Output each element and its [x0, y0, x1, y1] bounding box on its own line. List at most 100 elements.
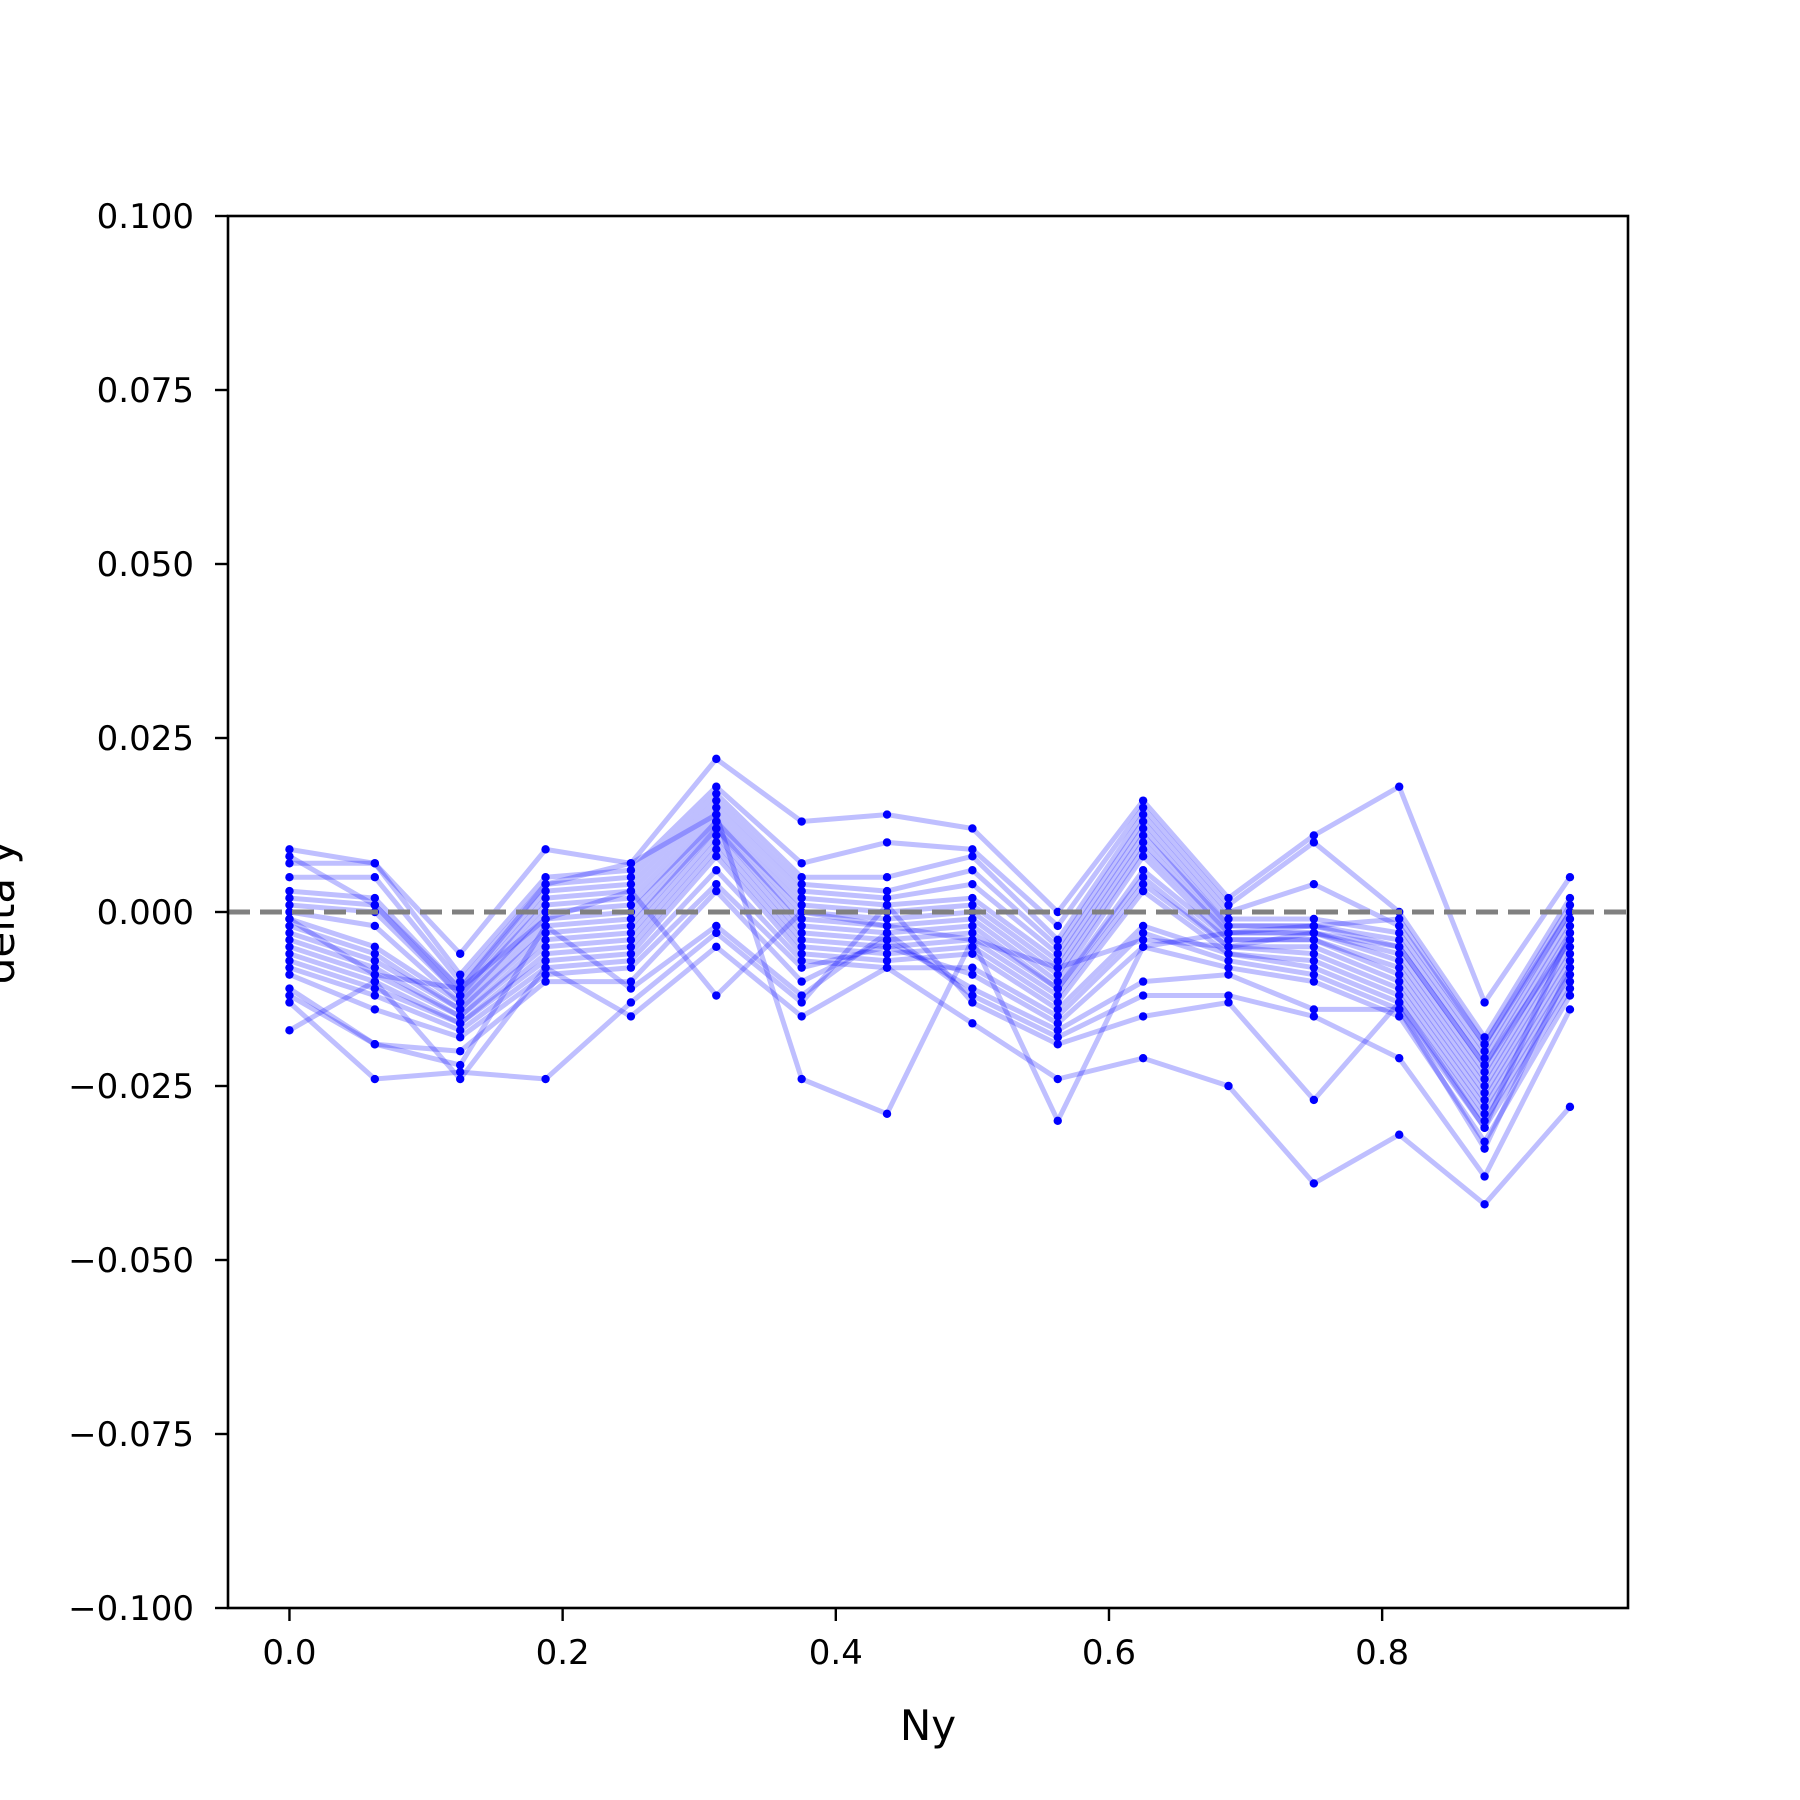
data-point — [1309, 977, 1319, 986]
data-point — [968, 984, 977, 993]
data-point — [541, 893, 550, 903]
data-point — [1480, 1040, 1489, 1049]
data-point — [455, 949, 465, 958]
series-line-2 — [289, 791, 1573, 1047]
data-point — [882, 921, 892, 931]
series-line-18 — [287, 902, 1573, 1131]
data-point — [968, 928, 977, 938]
data-point — [1138, 803, 1148, 812]
data-point — [626, 949, 636, 958]
data-point — [712, 831, 721, 840]
data-point — [1224, 991, 1233, 1000]
data-point — [797, 907, 806, 917]
data-point — [1565, 963, 1575, 972]
data-point — [1224, 928, 1233, 938]
data-point — [1480, 1088, 1489, 1098]
data-point — [1565, 914, 1575, 924]
data-point — [285, 914, 294, 924]
data-point — [626, 984, 636, 993]
y-axis-label: delta y — [0, 840, 24, 985]
data-point — [455, 1074, 465, 1084]
series-line-0 — [289, 756, 1573, 1005]
data-point — [285, 873, 294, 882]
data-point — [1224, 893, 1233, 903]
data-point — [968, 845, 977, 854]
data-point — [1053, 942, 1062, 951]
data-point — [626, 998, 636, 1007]
data-point — [541, 963, 550, 972]
data-point — [797, 873, 806, 882]
data-point — [1138, 886, 1148, 896]
data-point — [1565, 935, 1575, 945]
data-point — [1565, 1005, 1575, 1014]
data-point — [1224, 942, 1233, 951]
data-point — [712, 866, 721, 875]
data-point — [370, 921, 380, 931]
series-line-5 — [289, 812, 1573, 1068]
data-point — [797, 1074, 806, 1084]
data-point — [1395, 970, 1404, 979]
data-point — [626, 886, 636, 896]
data-point — [1053, 907, 1062, 917]
data-point — [712, 879, 721, 889]
data-point — [1480, 1053, 1489, 1063]
data-point — [285, 956, 294, 965]
data-point — [1138, 977, 1148, 986]
data-point — [370, 1074, 380, 1084]
data-point — [626, 900, 636, 910]
data-point — [455, 1019, 465, 1028]
data-point — [1309, 942, 1319, 951]
y-tick-label: −0.025 — [68, 1067, 194, 1107]
data-point — [1395, 977, 1404, 986]
series-line-1 — [289, 784, 1573, 1040]
x-axis-label: Ny — [900, 1701, 956, 1750]
data-point — [1395, 921, 1404, 931]
data-point — [1480, 1172, 1489, 1181]
series-line-19 — [288, 944, 1572, 1207]
data-point — [455, 1033, 465, 1042]
y-tick-label: 0.000 — [97, 893, 194, 933]
data-point — [1565, 977, 1575, 986]
data-point — [1138, 796, 1148, 805]
data-point — [1309, 921, 1319, 931]
data-point — [455, 1026, 465, 1035]
data-point — [797, 942, 806, 951]
data-point — [1053, 1040, 1062, 1049]
data-point — [1480, 1144, 1489, 1153]
y-tick-label: −0.075 — [68, 1415, 194, 1455]
data-point — [370, 991, 380, 1000]
series-line-20 — [288, 812, 1573, 1124]
series-line-16 — [288, 888, 1573, 1152]
data-point — [797, 859, 806, 868]
series-line-8 — [288, 826, 1573, 1089]
data-point — [455, 998, 465, 1007]
data-point — [1053, 935, 1062, 945]
data-point — [1480, 1123, 1489, 1132]
data-point — [1309, 970, 1319, 979]
data-point — [882, 935, 892, 945]
data-point — [1480, 1033, 1489, 1042]
series-line-15 — [288, 881, 1573, 1145]
data-point — [968, 921, 977, 931]
data-point — [882, 949, 892, 958]
data-point — [968, 824, 977, 833]
data-point — [1309, 949, 1319, 958]
data-point — [1309, 1012, 1319, 1021]
data-point — [797, 921, 806, 931]
data-point — [1053, 1012, 1062, 1021]
data-point — [370, 900, 380, 910]
data-point — [285, 900, 294, 910]
data-point — [1053, 1026, 1062, 1035]
data-point — [1138, 921, 1148, 931]
data-point — [968, 900, 977, 910]
data-point — [712, 754, 721, 764]
data-point — [626, 893, 636, 903]
data-point — [1309, 963, 1319, 972]
data-point — [541, 921, 550, 931]
data-point — [1138, 831, 1148, 840]
plot-lines — [287, 756, 1573, 1207]
data-point — [968, 879, 977, 889]
data-point — [1053, 949, 1062, 958]
x-tick-label: 0.2 — [536, 1633, 590, 1673]
